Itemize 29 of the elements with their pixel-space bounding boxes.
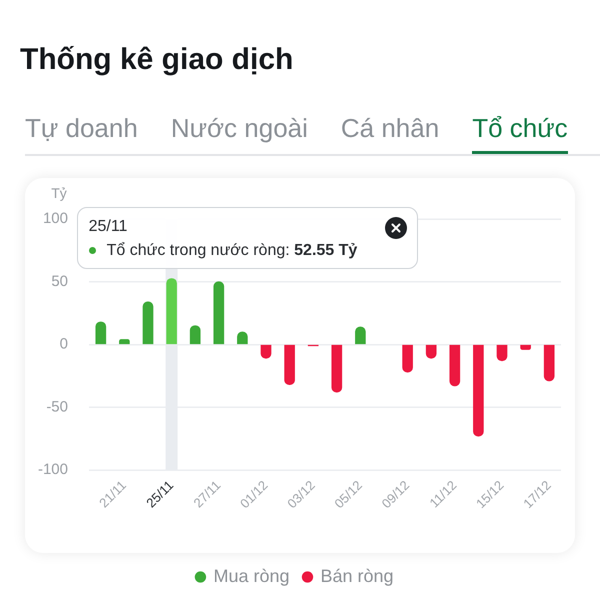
chart-title: Thống kê giao dịch xyxy=(20,42,294,78)
bar xyxy=(544,344,555,382)
y-axis-title: Tỷ xyxy=(51,184,67,201)
annotation: Tổ chức trong nước ròng: 52.55 Tỷ xyxy=(106,242,358,259)
bar xyxy=(355,326,366,344)
bar xyxy=(213,281,224,344)
bar xyxy=(119,339,130,344)
bar xyxy=(449,344,460,386)
text: Nước ngoài xyxy=(170,112,308,145)
bar xyxy=(473,344,484,436)
bar xyxy=(142,302,154,344)
chart-subtitle: Tổ chức xyxy=(472,111,568,154)
y-tick-label: -50 xyxy=(46,398,68,416)
bar xyxy=(284,344,295,385)
bar xyxy=(496,344,508,362)
bar xyxy=(331,344,342,393)
text: 25/11 xyxy=(88,218,128,235)
legend-label: Mua ròng xyxy=(213,566,290,586)
y-tick-label: 50 xyxy=(51,272,68,290)
y-tick-label: 0 xyxy=(60,336,68,353)
y-tick-label: -100 xyxy=(38,461,68,478)
legend-label: Bán ròng xyxy=(320,566,394,586)
bar xyxy=(190,325,201,344)
bar xyxy=(402,344,413,372)
bar xyxy=(520,344,531,350)
bar xyxy=(95,322,106,344)
text: Tự doanh xyxy=(25,112,138,145)
y-tick-label: 100 xyxy=(42,210,68,228)
text: Cá nhân xyxy=(340,112,440,145)
